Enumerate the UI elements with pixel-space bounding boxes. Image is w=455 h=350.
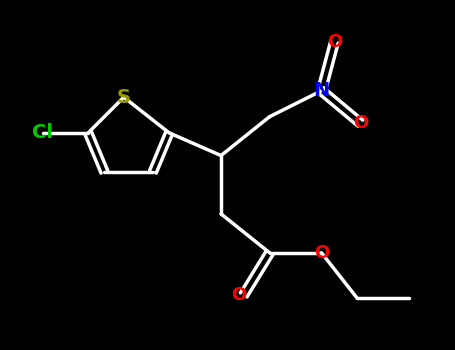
Text: O: O	[353, 114, 368, 132]
Text: Cl: Cl	[32, 123, 53, 142]
Text: O: O	[314, 244, 329, 262]
Text: S: S	[117, 88, 131, 107]
Text: N: N	[313, 81, 329, 100]
Text: O: O	[231, 286, 246, 304]
Text: O: O	[327, 33, 342, 51]
